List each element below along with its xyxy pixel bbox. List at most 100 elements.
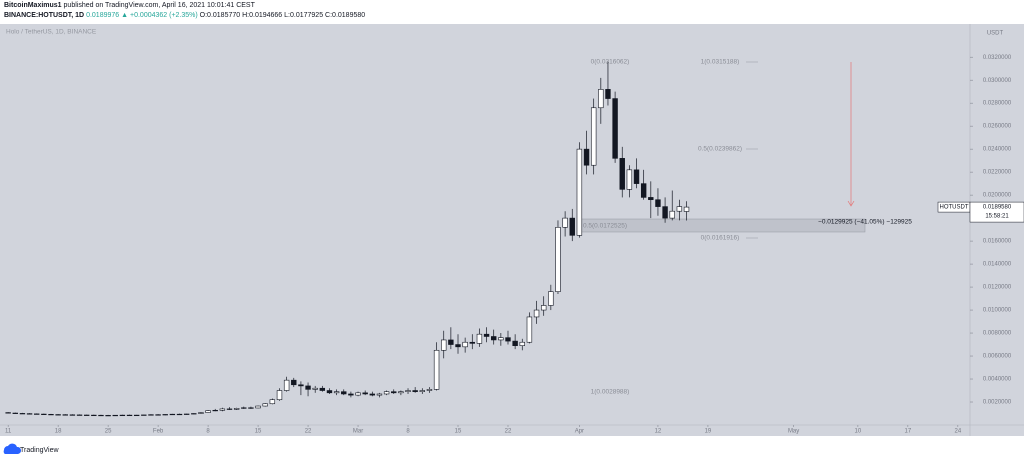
candle-body (483, 333, 490, 337)
last-price-label: 0.0189580 (983, 205, 1012, 211)
candle-body (333, 391, 340, 394)
candle-body (491, 336, 497, 341)
chart-background (0, 24, 1024, 436)
fib-label: 0.5(0.0239862) (698, 146, 742, 153)
candle-body (548, 291, 554, 306)
ohlc-close: C:0.0189580 (325, 12, 366, 19)
candle-body (176, 413, 183, 416)
candle-body (455, 344, 461, 348)
fib-label: 0(0.0316062) (591, 59, 630, 66)
candle-body (26, 413, 33, 415)
y-tick-label: 0.0220000 (983, 170, 1012, 176)
author: BitcoinMaximus1 (4, 2, 62, 9)
x-tick-label: 24 (955, 429, 962, 435)
candle-body (626, 169, 633, 190)
candle-body (91, 414, 97, 417)
candle-body (462, 341, 468, 348)
x-tick-label: 8 (206, 429, 210, 435)
candle-body (55, 414, 61, 416)
candle-body (476, 333, 483, 344)
y-tick-label: 0.0120000 (983, 285, 1012, 291)
watermark: Holo / TetherUS, 1D, BINANCE (6, 29, 97, 36)
y-tick-label: 0.0100000 (983, 308, 1012, 314)
ohlc-high: H:0.0194666 (242, 12, 283, 19)
candle-body (498, 337, 504, 341)
candle-body (619, 158, 625, 190)
fib-label: 1(0.0315188) (701, 59, 740, 66)
candle-body (5, 412, 11, 414)
candle-body (105, 415, 111, 417)
candle-body (448, 339, 454, 345)
candle-body (305, 385, 311, 390)
candle-body (19, 413, 26, 415)
y-tick-label: 0.0140000 (983, 262, 1012, 268)
y-tick-label: 0.0240000 (983, 147, 1012, 153)
candle-body (419, 390, 426, 392)
x-tick-label: 15 (255, 429, 262, 435)
candle-body (205, 410, 211, 413)
candle-body (362, 392, 368, 395)
candle-body (433, 349, 440, 390)
candle-body (505, 337, 511, 342)
ohlc-low: L:0.0177925 (284, 12, 324, 19)
y-tick-label: 0.0200000 (983, 193, 1012, 199)
candle-body (562, 217, 568, 228)
candle-body (48, 414, 54, 416)
change: ▲ +0.0004362 (+2.35%) (121, 12, 198, 19)
candle-body (348, 393, 354, 396)
x-tick-label: 8 (406, 429, 410, 435)
x-tick-label: 25 (105, 429, 112, 435)
candle-body (469, 341, 475, 344)
candle-body (376, 393, 383, 396)
fib-label: 1(0.0028988) (591, 389, 630, 396)
candle-body (655, 199, 661, 207)
candle-body (648, 197, 654, 201)
candle-body (248, 407, 254, 409)
candle-body (133, 414, 140, 417)
candle-body (383, 391, 390, 395)
candle-body (519, 341, 525, 346)
candle-body (34, 413, 40, 415)
candle-body (369, 393, 376, 396)
candle-body (426, 389, 433, 391)
candle-body (233, 408, 240, 410)
candle-body (298, 384, 304, 387)
x-tick-label: 15 (455, 429, 462, 435)
candle-body (398, 391, 404, 394)
candle-body (241, 407, 247, 409)
candle-body (590, 107, 597, 166)
candle-body (76, 414, 83, 416)
price: 0.0189976 (86, 12, 120, 19)
x-tick-label: 11 (5, 429, 12, 435)
fib-label: 0(0.0161916) (701, 235, 740, 242)
candle-body (262, 403, 268, 407)
candle-body (62, 414, 68, 416)
x-tick-label: 22 (305, 429, 312, 435)
x-tick-label: Apr (575, 429, 584, 435)
x-tick-label: Feb (153, 429, 164, 435)
candle-body (41, 413, 47, 415)
y-tick-label: 0.0040000 (983, 377, 1012, 383)
axis-unit: USDT (987, 31, 1004, 37)
candle-body (126, 414, 133, 417)
candle-body (512, 340, 518, 346)
candle-body (633, 169, 640, 184)
candle-body (526, 316, 533, 343)
symbol: BINANCE:HOTUSDT, 1D (4, 12, 85, 19)
candle-body (640, 183, 647, 198)
candle-body (576, 148, 583, 236)
x-tick-label: 17 (905, 429, 912, 435)
logo (3, 443, 22, 454)
candle-body (255, 405, 261, 409)
candle-body (676, 206, 683, 212)
candle-body (598, 89, 604, 109)
fib-label: 0.5(0.0172525) (583, 223, 627, 230)
candle-body (669, 210, 675, 219)
x-tick-label: 12 (655, 429, 662, 435)
candle-body (319, 387, 326, 391)
candle-body (119, 414, 126, 417)
candle-body (191, 413, 197, 415)
x-tick-label: 19 (705, 429, 712, 435)
